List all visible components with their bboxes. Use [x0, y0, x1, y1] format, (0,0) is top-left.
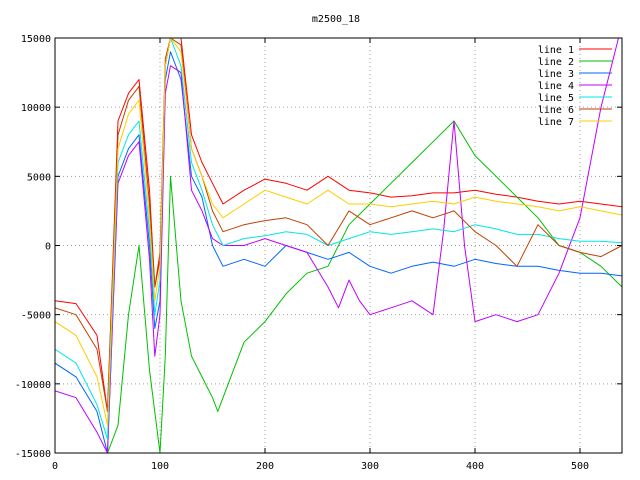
- y-tick-label: 15000: [21, 34, 51, 45]
- legend-label: line 2: [538, 57, 574, 68]
- y-tick-label: 5000: [27, 172, 51, 183]
- chart-title: m2500_18: [312, 14, 360, 25]
- x-tick-label: 500: [571, 461, 589, 472]
- y-tick-label: -5000: [21, 311, 51, 322]
- y-tick-label: -10000: [15, 380, 51, 391]
- x-tick-label: 100: [151, 461, 169, 472]
- axis-ticks: 0 100 200 300 400 500 -15000 -10000 -5000 0 5000 10…: [15, 34, 622, 472]
- series-line-5: [55, 38, 622, 440]
- series-line-4: [55, 38, 620, 453]
- legend-label: line 4: [538, 81, 574, 92]
- series-line-7: [55, 38, 622, 426]
- series-line-1: [55, 38, 622, 412]
- legend-label: line 6: [538, 105, 574, 116]
- plot-frame: [54, 37, 623, 454]
- series-line-2: [55, 120, 622, 453]
- series-group: [55, 38, 622, 453]
- y-tick-label: 0: [45, 242, 51, 253]
- x-tick-label: 400: [466, 461, 484, 472]
- legend-label: line 7: [538, 117, 574, 128]
- y-tick-label: 10000: [21, 103, 51, 114]
- legend-label: line 1: [538, 45, 574, 56]
- x-tick-label: 300: [361, 461, 379, 472]
- x-tick-label: 200: [256, 461, 274, 472]
- series-line-3: [55, 51, 622, 453]
- y-tick-label: -15000: [15, 449, 51, 460]
- x-tick-label: 0: [52, 461, 58, 472]
- legend-label: line 5: [538, 93, 574, 104]
- data-series: [55, 38, 622, 453]
- legend-label: line 3: [538, 69, 574, 80]
- series-line-6: [55, 38, 622, 412]
